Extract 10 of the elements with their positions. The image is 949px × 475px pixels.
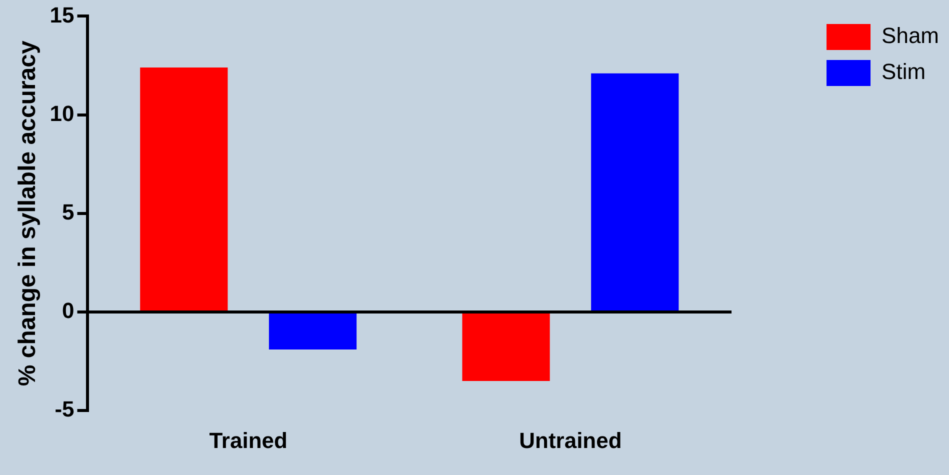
x-tick-label: Trained [209, 428, 288, 453]
y-tick-label: 0 [62, 298, 74, 324]
y-tick-label: 15 [50, 2, 74, 28]
legend-label: Sham [882, 23, 940, 48]
y-axis-title: % change in syllable accuracy [14, 40, 42, 386]
x-tick-label: Untrained [519, 428, 622, 453]
legend-label: Stim [882, 59, 926, 84]
y-tick-label: 10 [50, 100, 74, 126]
y-tick-label: -5 [54, 396, 74, 422]
y-tick-label: 5 [62, 199, 74, 224]
